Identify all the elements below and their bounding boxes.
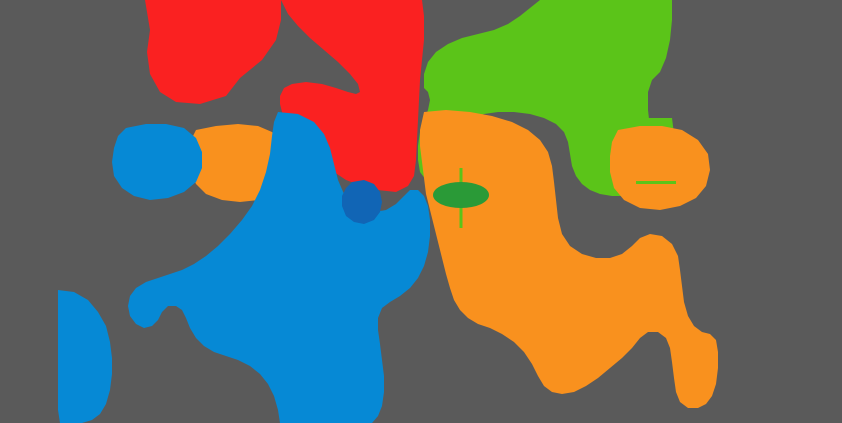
center-marker-icon[interactable] — [433, 182, 489, 208]
region-orange-west[interactable] — [188, 124, 284, 202]
region-orange-east[interactable] — [610, 126, 710, 210]
region-dark-blue-accent[interactable] — [342, 180, 382, 224]
region-blue-southwest[interactable] — [58, 290, 112, 423]
green-tick-right-icon — [636, 181, 676, 184]
region-red[interactable] — [145, 0, 424, 192]
region-orange-main[interactable] — [420, 110, 718, 408]
region-blue-main[interactable] — [128, 112, 430, 423]
region-blue-far-west[interactable] — [112, 124, 202, 200]
